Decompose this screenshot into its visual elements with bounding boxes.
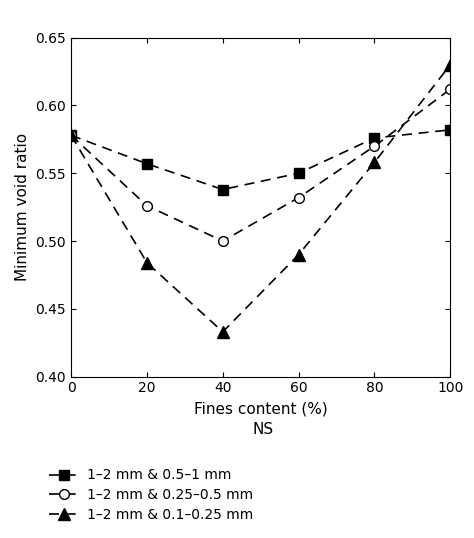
Legend: 1–2 mm & 0.5–1 mm, 1–2 mm & 0.25–0.5 mm, 1–2 mm & 0.1–0.25 mm: 1–2 mm & 0.5–1 mm, 1–2 mm & 0.25–0.5 mm,…	[45, 464, 257, 526]
X-axis label: Fines content (%): Fines content (%)	[194, 401, 328, 416]
Text: NS: NS	[253, 422, 273, 437]
Y-axis label: Minimum void ratio: Minimum void ratio	[15, 133, 30, 281]
